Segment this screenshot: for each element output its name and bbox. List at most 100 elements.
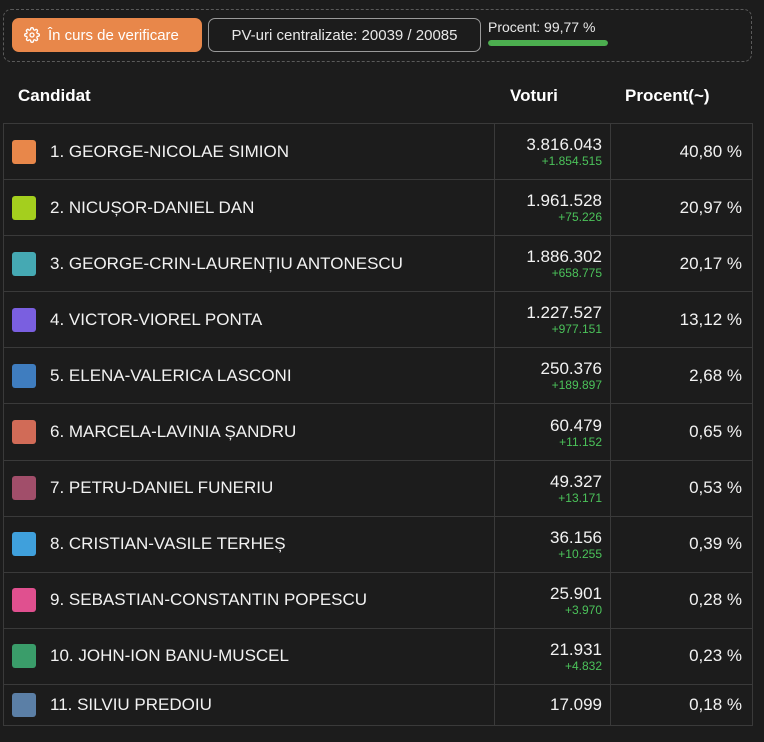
votes-cell: 250.376 +189.897: [495, 348, 611, 404]
votes-delta: +11.152: [559, 434, 602, 449]
votes-value: 1.886.302: [526, 247, 602, 267]
candidate-color-swatch: [12, 644, 36, 669]
table-row: 6. MARCELA-LAVINIA ȘANDRU 60.479 +11.152 0,…: [3, 404, 753, 461]
percent-value: 13,12 %: [679, 309, 742, 329]
votes-delta: +4.832: [564, 658, 602, 673]
candidate-color-swatch: [12, 532, 36, 557]
candidate-cell: 3. GEORGE-CRIN-LAURENȚIU ANTONESCU: [4, 236, 495, 292]
candidate-color-swatch: [12, 307, 36, 332]
results-table: 1. GEORGE-NICOLAE SIMION 3.816.043 +1.854.…: [3, 123, 753, 726]
percent-cell: 0,28 %: [611, 573, 752, 628]
votes-delta: +658.775: [551, 266, 602, 281]
candidate-cell: 10. JOHN-ION BANU-MUSCEL: [4, 628, 495, 684]
candidate-name: 4. VICTOR-VIOREL PONTA: [50, 309, 263, 329]
candidate-cell: 4. VICTOR-VIOREL PONTA: [4, 292, 495, 348]
percent-value: 2,68 %: [689, 365, 742, 385]
progress-bar: [488, 40, 608, 46]
candidate-cell: 6. MARCELA-LAVINIA ȘANDRU: [4, 404, 495, 460]
candidate-cell: 7. PETRU-DANIEL FUNERIU: [4, 460, 495, 516]
votes-value: 60.479: [550, 415, 602, 435]
votes-value: 36.156: [550, 527, 602, 547]
votes-cell: 49.327 +13.171: [495, 460, 611, 516]
gear-icon: [24, 27, 40, 43]
candidate-color-swatch: [12, 588, 36, 613]
votes-value: 250.376: [540, 359, 602, 379]
candidate-name: 6. MARCELA-LAVINIA ȘANDRU: [50, 422, 297, 442]
votes-cell: 1.886.302 +658.775: [495, 236, 611, 292]
candidate-color-swatch: [12, 420, 36, 445]
candidate-name: 8. CRISTIAN-VASILE TERHEȘ: [50, 534, 286, 554]
table-row: 5. ELENA-VALERICA LASCONI 250.376 +189.897…: [3, 348, 753, 405]
candidate-color-swatch: [12, 195, 36, 220]
verification-status-button[interactable]: În curs de verificare: [12, 18, 202, 52]
column-header-voturi: Voturi: [510, 86, 558, 105]
status-bar: În curs de verificare PV-uri centralizat…: [3, 9, 752, 62]
votes-delta: +75.226: [558, 210, 602, 225]
candidate-color-swatch: [12, 139, 36, 164]
table-row: 11. SILVIU PREDOIU 17.099 0,18 %: [3, 684, 753, 726]
votes-delta: +10.255: [558, 546, 602, 561]
percent-cell: 2,68 %: [611, 348, 752, 403]
table-row: 9. SEBASTIAN-CONSTANTIN POPESCU 25.901 +3.…: [3, 572, 753, 629]
table-row: 1. GEORGE-NICOLAE SIMION 3.816.043 +1.854.…: [3, 124, 753, 181]
votes-cell: 1.227.527 +977.151: [495, 292, 611, 348]
table-row: 10. JOHN-ION BANU-MUSCEL 21.931 +4.832 0,23…: [3, 628, 753, 685]
candidate-color-swatch: [12, 476, 36, 501]
candidate-name: 10. JOHN-ION BANU-MUSCEL: [50, 646, 289, 666]
candidate-name: 3. GEORGE-CRIN-LAURENȚIU ANTONESCU: [50, 253, 403, 273]
percent-value: 40,80 %: [679, 141, 742, 161]
procent-label: Procent: 99,77 %: [488, 19, 596, 35]
column-header-candidat: Candidat: [18, 86, 91, 105]
table-row: 4. VICTOR-VIOREL PONTA 1.227.527 +977.151 1…: [3, 292, 753, 349]
votes-value: 17.099: [550, 695, 602, 715]
candidate-cell: 2. NICUȘOR-DANIEL DAN: [4, 180, 495, 236]
votes-value: 3.816.043: [526, 135, 602, 155]
votes-delta: +189.897: [551, 378, 602, 393]
candidate-color-swatch: [12, 692, 36, 717]
votes-cell: 36.156 +10.255: [495, 516, 611, 572]
candidate-cell: 8. CRISTIAN-VASILE TERHEȘ: [4, 516, 495, 572]
candidate-name: 9. SEBASTIAN-CONSTANTIN POPESCU: [50, 590, 368, 610]
percent-cell: 0,23 %: [611, 629, 752, 684]
candidate-cell: 9. SEBASTIAN-CONSTANTIN POPESCU: [4, 572, 495, 628]
procent-indicator: Procent: 99,77 %: [488, 19, 612, 46]
percent-cell: 20,97 %: [611, 180, 752, 235]
votes-value: 49.327: [550, 471, 602, 491]
votes-cell: 21.931 +4.832: [495, 628, 611, 684]
votes-delta: +13.171: [558, 490, 602, 505]
votes-delta: +977.151: [551, 322, 602, 337]
percent-cell: 40,80 %: [611, 124, 752, 179]
candidate-name: 7. PETRU-DANIEL FUNERIU: [50, 478, 274, 498]
verification-status-label: În curs de verificare: [48, 26, 179, 44]
percent-cell: 0,39 %: [611, 517, 752, 572]
votes-cell: 60.479 +11.152: [495, 404, 611, 460]
votes-delta: +3.970: [564, 602, 602, 617]
table-row: 8. CRISTIAN-VASILE TERHEȘ 36.156 +10.255 0,…: [3, 516, 753, 573]
percent-value: 0,53 %: [689, 478, 742, 498]
candidate-cell: 5. ELENA-VALERICA LASCONI: [4, 348, 495, 404]
candidate-name: 5. ELENA-VALERICA LASCONI: [50, 365, 292, 385]
candidate-cell: 1. GEORGE-NICOLAE SIMION: [4, 124, 495, 180]
candidate-cell: 11. SILVIU PREDOIU: [4, 684, 495, 725]
table-row: 2. NICUȘOR-DANIEL DAN 1.961.528 +75.226 20,…: [3, 180, 753, 237]
percent-cell: 0,53 %: [611, 461, 752, 516]
candidate-color-swatch: [12, 251, 36, 276]
candidate-color-swatch: [12, 363, 36, 388]
votes-cell: 3.816.043 +1.854.515: [495, 124, 611, 180]
progress-bar-fill: [488, 40, 608, 46]
candidate-name: 2. NICUȘOR-DANIEL DAN: [50, 197, 255, 217]
candidate-name: 11. SILVIU PREDOIU: [50, 694, 212, 714]
votes-value: 25.901: [550, 583, 602, 603]
pv-counter-text: PV-uri centralizate: 20039 / 20085: [231, 26, 458, 44]
percent-value: 0,18 %: [689, 694, 742, 714]
table-row: 7. PETRU-DANIEL FUNERIU 49.327 +13.171 0,53…: [3, 460, 753, 517]
percent-value: 20,17 %: [679, 253, 742, 273]
percent-value: 20,97 %: [679, 197, 742, 217]
percent-value: 0,39 %: [689, 534, 742, 554]
votes-value: 21.931: [550, 639, 602, 659]
percent-cell: 0,18 %: [611, 685, 752, 725]
votes-cell: 1.961.528 +75.226: [495, 180, 611, 236]
percent-cell: 13,12 %: [611, 292, 752, 347]
votes-value: 1.961.528: [526, 191, 602, 211]
percent-cell: 20,17 %: [611, 236, 752, 291]
